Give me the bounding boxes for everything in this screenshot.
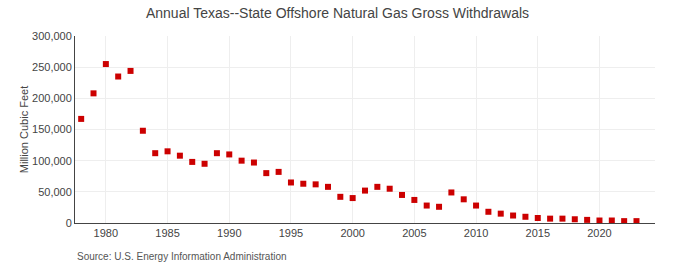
svg-text:2015: 2015 [526,227,550,239]
svg-text:100,000: 100,000 [32,155,72,167]
svg-text:Million Cubic Feet: Million Cubic Feet [18,86,30,173]
svg-text:50,000: 50,000 [38,186,72,198]
svg-text:1990: 1990 [217,227,241,239]
svg-text:2010: 2010 [464,227,488,239]
svg-text:200,000: 200,000 [32,92,72,104]
svg-text:Annual Texas--State Offshore N: Annual Texas--State Offshore Natural Gas… [146,5,529,21]
svg-text:1980: 1980 [94,227,118,239]
svg-text:2020: 2020 [587,227,611,239]
svg-text:0: 0 [66,217,72,229]
svg-text:1985: 1985 [155,227,179,239]
svg-text:250,000: 250,000 [32,61,72,73]
svg-text:1995: 1995 [279,227,303,239]
svg-text:150,000: 150,000 [32,123,72,135]
svg-text:300,000: 300,000 [32,30,72,42]
svg-text:Source: U.S. Energy Informatio: Source: U.S. Energy Information Administ… [77,251,287,262]
svg-text:2000: 2000 [340,227,364,239]
svg-text:2005: 2005 [402,227,426,239]
